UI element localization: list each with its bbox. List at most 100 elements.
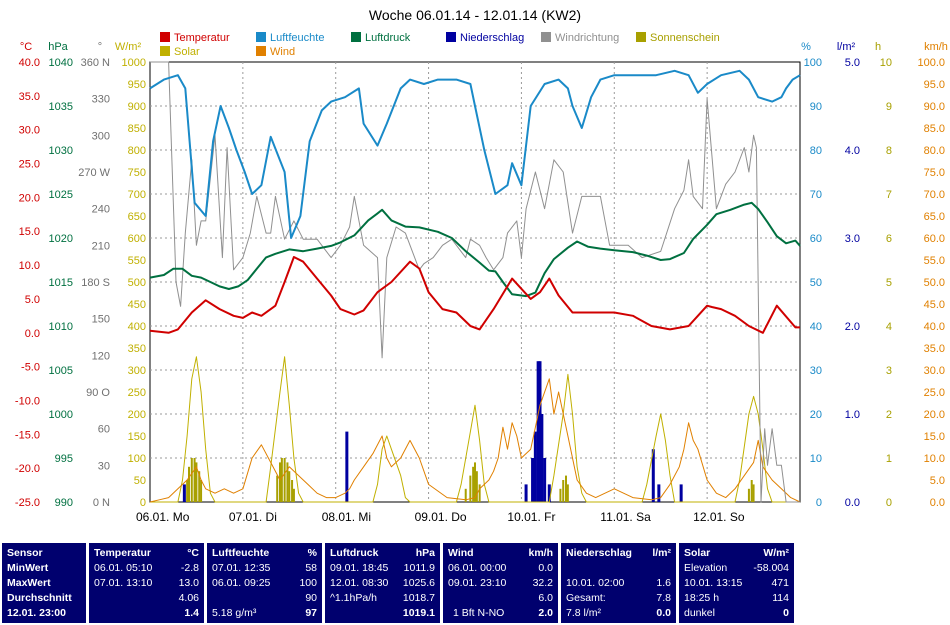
hum-axis-tick-label: 50 xyxy=(810,277,822,289)
hum-max-time: 06.01. 09:25 xyxy=(212,577,271,589)
dir-axis-tick-label: 30 xyxy=(98,460,110,472)
sunshine-bar xyxy=(291,480,294,502)
rain-bar xyxy=(679,484,683,502)
legend-swatch xyxy=(351,32,361,42)
dir-axis-tick-label: 0 N xyxy=(93,497,110,509)
unit-hum: % xyxy=(801,41,811,53)
unit-press: hPa xyxy=(48,41,68,53)
sunshine-bar xyxy=(747,488,750,502)
legend: Temperatur Luftfeuchte Luftdruck Niederschl… xyxy=(160,32,720,58)
temp-axis-tick-label: 25.0 xyxy=(19,159,40,171)
hum-axis-tick-label: 80 xyxy=(810,145,822,157)
dir-axis-tick-label: 330 xyxy=(92,94,110,106)
wind-avg-value: 6.0 xyxy=(538,592,553,604)
unit-dir: ° xyxy=(98,41,102,53)
bars xyxy=(182,361,755,502)
sunshine-bar xyxy=(752,484,755,502)
legend-swatch xyxy=(160,46,170,56)
solar-state: dunkel xyxy=(684,607,715,619)
solar-axis-tick-label: 100 xyxy=(128,453,146,465)
solar-axis-tick-label: 150 xyxy=(128,431,146,443)
sunshine-bar xyxy=(190,458,193,502)
day-label: 10.01. Fr xyxy=(507,510,555,524)
solar-axis-tick-label: 400 xyxy=(128,321,146,333)
solar-line xyxy=(150,356,800,503)
sunshine-bar xyxy=(276,475,279,502)
temp-max-value: 13.0 xyxy=(178,577,199,589)
press-avg-value: 1018.7 xyxy=(402,592,435,604)
sunshine-bar xyxy=(186,480,189,502)
press-axis-tick-label: 1040 xyxy=(49,57,73,69)
press-axis-tick-label: 995 xyxy=(55,453,73,465)
wind-axis-tick-label: 45.0 xyxy=(924,299,945,311)
sun-axis-tick-label: 5 xyxy=(886,277,892,289)
sunshine-bar xyxy=(464,488,467,502)
press-axis-tick-label: 990 xyxy=(55,497,73,509)
solar-elevation-label: Elevation xyxy=(684,562,728,574)
hum-axis-tick-label: 40 xyxy=(810,321,822,333)
pressure-line xyxy=(149,201,801,298)
temp-min-time: 06.01. 05:10 xyxy=(94,562,153,574)
rain-bar xyxy=(182,484,186,502)
temp-axis-tick-label: -25.0 xyxy=(15,497,40,509)
day-label: 07.01. Di xyxy=(229,510,277,524)
sunshine-bar xyxy=(279,462,281,502)
rain-bar xyxy=(543,458,547,502)
axis-units: °C hPa ° W/m²% l/m² h km/h xyxy=(20,41,948,53)
legend-label: Windrichtung xyxy=(555,32,619,44)
sunshine-bar xyxy=(280,458,283,502)
unit-luftfeuchte: % xyxy=(307,547,317,559)
x-axis-labels: 06.01. Mo 07.01. Di 08.01. Mi 09.01. Do 10.0… xyxy=(136,510,745,524)
unit-luftdruck: hPa xyxy=(415,547,435,559)
humidity-line xyxy=(149,69,801,239)
sun-axis-tick-label: 8 xyxy=(886,145,892,157)
solar-elevation-value: -58.004 xyxy=(753,562,789,574)
wind-direction-line xyxy=(150,61,800,503)
solar-max-time: 10.01. 13:15 xyxy=(684,577,743,589)
temp-axis-tick-label: 35.0 xyxy=(19,91,40,103)
temp-axis-tick-label: 5.0 xyxy=(25,294,40,306)
dir-axis-tick-label: 180 S xyxy=(81,277,110,289)
legend-swatch xyxy=(256,46,266,56)
dir-axis-tick-label: 360 N xyxy=(81,57,110,69)
rain-bar xyxy=(524,484,528,502)
sunshine-bar xyxy=(750,480,753,502)
temp-max-time: 07.01. 13:10 xyxy=(94,577,153,589)
solar-axis-tick-label: 750 xyxy=(128,167,146,179)
temperature-line xyxy=(149,256,800,334)
rain-bar xyxy=(531,458,535,502)
sunshine-bar xyxy=(562,480,565,502)
day-label: 12.01. So xyxy=(693,510,745,524)
unit-wind: km/h xyxy=(924,41,948,53)
wind-current-value: 2.0 xyxy=(538,607,553,619)
day-label: 08.01. Mi xyxy=(322,510,371,524)
temp-avg-value: 4.06 xyxy=(178,592,199,604)
stats-panel: Sensor MinWert MaxWert Durchschnitt 12.0… xyxy=(0,540,950,625)
stats-luftfeuchte: Luftfeuchte% 07.01. 12:35 58 06.01. 09:25… xyxy=(207,543,322,623)
rain-bar xyxy=(538,361,542,502)
temp-axis-tick-label: 20.0 xyxy=(19,192,40,204)
grid xyxy=(150,62,800,502)
rain-axis-tick-label: 0.0 xyxy=(845,497,860,509)
row-label-min: MinWert xyxy=(7,562,49,574)
sun-axis-tick-label: 10 xyxy=(880,57,892,69)
wind-axis-tick-label: 0.0 xyxy=(930,497,945,509)
header-niederschlag: Niederschlag xyxy=(566,547,632,559)
sunshine-bar xyxy=(188,466,190,502)
rain-total-note: 7.8 l/m² xyxy=(566,607,602,619)
day-label: 06.01. Mo xyxy=(136,510,190,524)
sun-axis-tick-label: 6 xyxy=(886,233,892,245)
press-axis-tick-label: 1000 xyxy=(49,409,73,421)
legend-swatch xyxy=(446,32,456,42)
temp-min-value: -2.8 xyxy=(180,562,199,574)
dir-axis-tick-label: 270 W xyxy=(78,167,110,179)
press-max-value: 1025.6 xyxy=(402,577,435,589)
temp-axis-tick-label: -10.0 xyxy=(15,395,40,407)
press-axis-tick-label: 1035 xyxy=(49,101,73,113)
rain-bar xyxy=(540,414,544,502)
chart-title: Woche 06.01.14 - 12.01.14 (KW2) xyxy=(369,7,581,23)
sun-axis-tick-label: 7 xyxy=(886,189,892,201)
sunshine-bar xyxy=(198,471,201,502)
sunshine-bar xyxy=(469,475,472,502)
dir-axis-tick-label: 120 xyxy=(92,350,110,362)
